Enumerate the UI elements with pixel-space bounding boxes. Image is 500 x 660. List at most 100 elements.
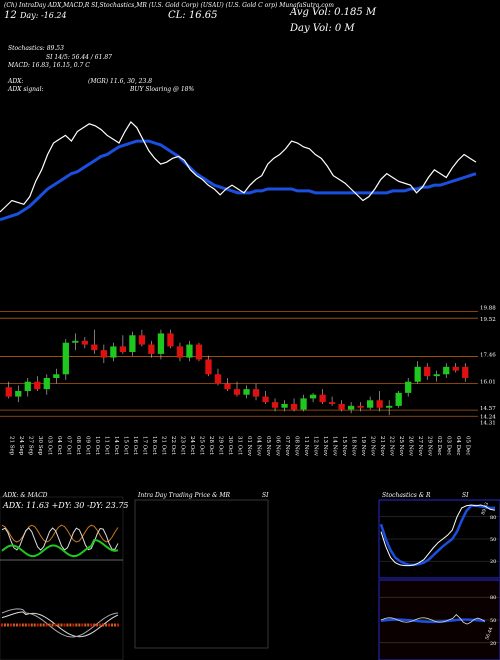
date-tick-label: 04 Oct <box>56 436 62 455</box>
date-tick-label: 27 Nov <box>417 436 423 457</box>
rsi-value: SI 14/5: 56.44 / 61.87 <box>46 54 112 61</box>
macd-histogram-bar <box>51 623 54 627</box>
date-tick-label: 11 Nov <box>303 436 309 457</box>
price-tick-label: 16.01 <box>480 379 496 385</box>
date-tick-label: 31 Oct <box>237 436 243 455</box>
macd-line <box>1 608 119 638</box>
rsi-line <box>380 613 486 625</box>
date-tick-label: 24 Oct <box>189 436 195 455</box>
date-tick-label: 19 Nov <box>360 436 366 457</box>
candle-body <box>405 381 412 393</box>
date-tick-label: 26 Nov <box>408 436 414 457</box>
date-tick-label: 27 Sep <box>27 436 33 456</box>
candle-body <box>205 359 212 375</box>
candle-body <box>110 346 117 358</box>
price-tick-label: 19.52 <box>480 317 496 323</box>
price-tick-label: 17.46 <box>480 352 496 358</box>
candle-body <box>15 391 22 397</box>
macd-histogram-bar <box>6 623 9 627</box>
date-tick-label: 16 Oct <box>132 436 138 455</box>
candle-body <box>281 404 288 408</box>
macd-histogram-bar <box>72 623 75 627</box>
stochastics-value: Stochastics: 89.53 <box>8 45 64 52</box>
mr-panel-title: Intra Day Trading Price & MR <box>138 492 231 499</box>
candle-body <box>138 335 146 345</box>
macd-histogram-bar <box>18 623 21 627</box>
candle-body <box>233 389 241 395</box>
adx-values: (MGR) 11.6, 30, 23.8 <box>88 78 153 85</box>
candle-body <box>290 404 298 410</box>
adx-minus-di-line <box>1 524 119 543</box>
candle-body <box>319 394 326 403</box>
candle-body <box>53 374 60 378</box>
macd-histogram-bar <box>27 623 30 627</box>
macd-histogram-bar <box>93 623 96 627</box>
adx-signal-value: BUY Sloaring @ 18% <box>130 86 195 93</box>
candle-body <box>424 366 431 377</box>
candle-body <box>195 344 203 360</box>
date-tick-label: 05 Nov <box>265 436 271 457</box>
candle-body <box>367 400 374 408</box>
macd-histogram-bar <box>48 623 51 627</box>
date-tick-label: 30 Oct <box>227 436 233 455</box>
macd-histogram-bar <box>54 623 57 627</box>
day-vol: Day Vol: 0 M <box>290 23 355 34</box>
candle-body <box>157 333 165 354</box>
candle-body <box>72 340 79 343</box>
candle-body <box>338 404 345 410</box>
date-tick-label: 02 Dec <box>436 436 442 456</box>
date-tick-label: 03 Oct <box>46 436 52 455</box>
stochastics-tick-label: 50 <box>490 537 496 543</box>
price-line <box>0 120 477 213</box>
macd-histogram-bar <box>30 623 33 627</box>
candle-body <box>34 381 41 390</box>
macd-histogram-bar <box>24 623 27 627</box>
date-tick-label: 21 Oct <box>160 436 166 455</box>
candle-body <box>167 333 174 347</box>
macd-histogram-bar <box>87 623 90 627</box>
candle-body <box>271 402 279 408</box>
stochastics-k-line <box>380 504 496 567</box>
date-tick-label: 18 Oct <box>151 436 157 455</box>
candle-body <box>443 366 450 375</box>
macd-histogram-bar <box>108 623 111 627</box>
date-tick-label: 14 Oct <box>113 436 119 455</box>
candle-body <box>24 381 31 391</box>
date-tick-label: 08 Nov <box>294 436 300 457</box>
date-tick-label: 15 Nov <box>341 436 347 457</box>
macd-histogram-bar <box>78 623 81 627</box>
macd-histogram-bar <box>90 623 93 627</box>
macd-histogram-bar <box>15 623 18 627</box>
candle-body <box>100 350 107 358</box>
date-tick-label: 15 Oct <box>122 436 128 455</box>
macd-histogram-bar <box>117 623 119 627</box>
macd-histogram-bar <box>33 623 36 627</box>
top-strip: (Ch) IntraDay ADX,MACD,R SI,Stochastics,… <box>4 2 334 9</box>
rsi-tick-label: 20 <box>490 641 496 647</box>
candle-body <box>462 366 469 378</box>
macd-histogram-bar <box>66 623 69 627</box>
date-tick-label: 14 Nov <box>332 436 338 457</box>
mr-panel <box>134 499 269 649</box>
stochastics-current-value: 89.53 <box>480 501 490 515</box>
stochastics-tick-label: 80 <box>490 515 496 521</box>
date-tick-label: 07 Oct <box>65 436 71 455</box>
macd-histogram-bar <box>114 623 117 627</box>
close-label: CL: 16.65 <box>168 10 218 21</box>
adx-plus-di-line <box>1 538 119 558</box>
adx-panel <box>0 496 124 660</box>
macd-histogram-bar <box>111 623 114 627</box>
candle-body <box>224 383 231 390</box>
candle-body <box>347 405 355 410</box>
candle-body <box>91 344 98 351</box>
adx-line <box>1 527 119 551</box>
date-tick-label: 08 Oct <box>75 436 81 455</box>
macd-histogram-bar <box>9 623 12 627</box>
date-tick-label: 21 Nov <box>379 436 385 457</box>
macd-histogram-bar <box>75 623 78 627</box>
macd-signal-line <box>1 611 119 638</box>
date-tick-label: 12 Nov <box>313 436 319 457</box>
date-tick-label: 30 Sep <box>37 436 43 456</box>
date-tick-label: 06 Nov <box>275 436 281 457</box>
